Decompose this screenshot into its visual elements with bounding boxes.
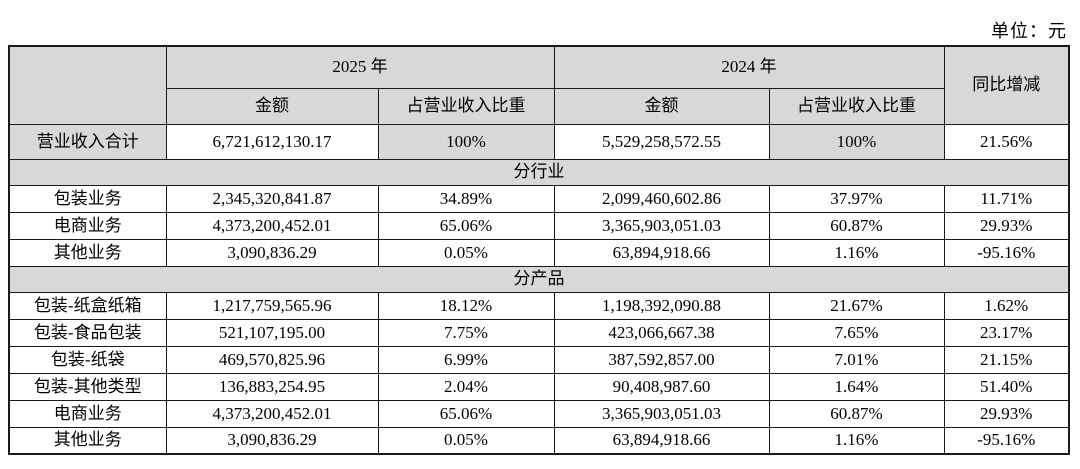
cell-amount-2024: 63,894,918.66 (553, 238, 770, 267)
cell-label: 包装-食品包装 (8, 318, 167, 347)
cell-ratio-2024: 1.16% (768, 426, 945, 455)
header-ratio-2024: 占营业收入比重 (768, 87, 945, 125)
cell-ratio-2024: 37.97% (768, 184, 945, 213)
header-row-metrics: 金额 占营业收入比重 金额 占营业收入比重 (9, 87, 1069, 125)
cell-amount-2024: 3,365,903,051.03 (553, 399, 770, 428)
table-row: 包装-食品包装 521,107,195.00 7.75% 423,066,667… (8, 318, 1070, 347)
cell-yoy: 51.40% (943, 372, 1070, 401)
cell-amount-2024: 3,365,903,051.03 (553, 211, 770, 240)
table-row: 其他业务 3,090,836.29 0.05% 63,894,918.66 1.… (8, 426, 1070, 455)
cell-label: 包装-其他类型 (8, 372, 167, 401)
cell-ratio-2024: 7.01% (768, 345, 945, 374)
cell-label: 包装-纸盒纸箱 (8, 291, 167, 320)
revenue-breakdown-table: 2025 年 2024 年 同比增减 金额 占营业收入比重 金额 占营业收入比重… (8, 45, 1070, 455)
section-row-industry: 分行业 (8, 158, 1070, 186)
header-year-2025: 2025 年 (165, 45, 555, 89)
header-year-2024: 2024 年 (553, 45, 945, 89)
cell-amount-2024: 5,529,258,572.55 (553, 123, 770, 160)
cell-ratio-2025: 0.05% (377, 426, 555, 455)
cell-amount-2025: 4,373,200,452.01 (165, 211, 379, 240)
cell-amount-2024: 1,198,392,090.88 (553, 291, 770, 320)
section-title: 分行业 (8, 158, 1070, 186)
cell-amount-2024: 387,592,857.00 (553, 345, 770, 374)
cell-ratio-2024: 21.67% (768, 291, 945, 320)
cell-amount-2025: 1,217,759,565.96 (165, 291, 379, 320)
cell-amount-2024: 423,066,667.38 (553, 318, 770, 347)
cell-ratio-2024: 1.16% (768, 238, 945, 267)
section-title: 分产品 (8, 265, 1070, 293)
corner-empty-cell (8, 45, 167, 125)
section-row-product: 分产品 (8, 265, 1070, 293)
cell-label: 电商业务 (8, 211, 167, 240)
cell-yoy: 11.71% (943, 184, 1070, 213)
cell-amount-2024: 2,099,460,602.86 (553, 184, 770, 213)
cell-label: 电商业务 (8, 399, 167, 428)
cell-ratio-2025: 100% (377, 123, 555, 160)
table-row: 其他业务 3,090,836.29 0.05% 63,894,918.66 1.… (8, 238, 1070, 267)
cell-label: 营业收入合计 (8, 123, 167, 160)
cell-ratio-2025: 65.06% (377, 399, 555, 428)
table-row: 电商业务 4,373,200,452.01 65.06% 3,365,903,0… (8, 399, 1070, 428)
header-ratio-2025: 占营业收入比重 (377, 87, 555, 125)
table-row: 包装-纸盒纸箱 1,217,759,565.96 18.12% 1,198,39… (8, 291, 1070, 320)
cell-ratio-2024: 60.87% (768, 211, 945, 240)
cell-label: 其他业务 (8, 426, 167, 455)
cell-ratio-2025: 6.99% (377, 345, 555, 374)
cell-ratio-2024: 60.87% (768, 399, 945, 428)
cell-yoy: -95.16% (943, 426, 1070, 455)
header-yoy: 同比增减 (943, 45, 1070, 125)
cell-yoy: 29.93% (943, 211, 1070, 240)
cell-ratio-2025: 0.05% (377, 238, 555, 267)
cell-amount-2025: 521,107,195.00 (165, 318, 379, 347)
cell-label: 包装-纸袋 (8, 345, 167, 374)
cell-yoy: -95.16% (943, 238, 1070, 267)
cell-amount-2025: 2,345,320,841.87 (165, 184, 379, 213)
cell-amount-2024: 63,894,918.66 (553, 426, 770, 455)
unit-label: 单位：元 (991, 21, 1067, 41)
cell-label: 包装业务 (8, 184, 167, 213)
cell-ratio-2025: 65.06% (377, 211, 555, 240)
cell-ratio-2024: 1.64% (768, 372, 945, 401)
cell-ratio-2025: 7.75% (377, 318, 555, 347)
cell-ratio-2025: 18.12% (377, 291, 555, 320)
cell-yoy: 1.62% (943, 291, 1070, 320)
header-amount-2025: 金额 (165, 87, 379, 125)
cell-yoy: 21.56% (943, 123, 1070, 160)
table-row: 电商业务 4,373,200,452.01 65.06% 3,365,903,0… (8, 211, 1070, 240)
cell-label: 其他业务 (8, 238, 167, 267)
cell-amount-2025: 136,883,254.95 (165, 372, 379, 401)
table-row-total: 营业收入合计 6,721,612,130.17 100% 5,529,258,5… (8, 123, 1070, 160)
cell-ratio-2024: 7.65% (768, 318, 945, 347)
header-row-years: 2025 年 2024 年 同比增减 (8, 45, 1070, 125)
cell-amount-2025: 469,570,825.96 (165, 345, 379, 374)
table-row: 包装-纸袋 469,570,825.96 6.99% 387,592,857.0… (8, 345, 1070, 374)
cell-yoy: 21.15% (943, 345, 1070, 374)
cell-amount-2025: 4,373,200,452.01 (165, 399, 379, 428)
cell-ratio-2024: 100% (768, 123, 945, 160)
header-amount-2024: 金额 (553, 87, 770, 125)
table-row: 包装-其他类型 136,883,254.95 2.04% 90,408,987.… (8, 372, 1070, 401)
cell-ratio-2025: 2.04% (377, 372, 555, 401)
cell-yoy: 23.17% (943, 318, 1070, 347)
cell-amount-2025: 6,721,612,130.17 (165, 123, 379, 160)
cell-ratio-2025: 34.89% (377, 184, 555, 213)
cell-amount-2025: 3,090,836.29 (165, 426, 379, 455)
cell-amount-2024: 90,408,987.60 (553, 372, 770, 401)
cell-amount-2025: 3,090,836.29 (165, 238, 379, 267)
cell-yoy: 29.93% (943, 399, 1070, 428)
table-row: 包装业务 2,345,320,841.87 34.89% 2,099,460,6… (8, 184, 1070, 213)
